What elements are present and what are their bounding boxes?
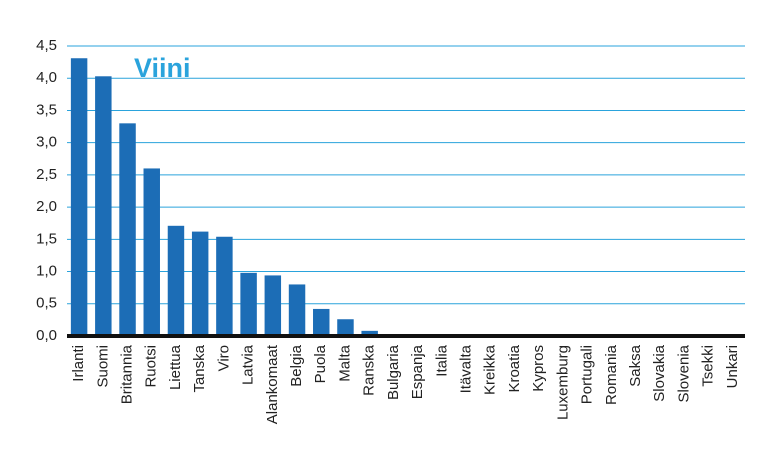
x-tick-label: Itävalta — [458, 344, 475, 393]
x-tick-label: Viro — [215, 345, 232, 371]
y-tick-label: 1,0 — [36, 263, 57, 280]
y-tick-label: 4,0 — [36, 69, 57, 86]
y-tick-label: 0,0 — [36, 327, 57, 344]
bar — [95, 76, 112, 337]
y-tick-label: 2,5 — [36, 166, 57, 183]
bar — [70, 58, 88, 336]
x-tick-label: Tsekki — [700, 345, 717, 387]
bar — [313, 308, 330, 336]
x-tick-label: Ranska — [361, 344, 378, 396]
x-tick-label: Slovenia — [675, 344, 692, 402]
x-tick-label: Portugali — [579, 345, 596, 404]
x-tick-label: Tanska — [191, 344, 208, 392]
x-tick-label: Slovakia — [651, 344, 668, 401]
bar — [361, 330, 378, 336]
x-tick-label: Irlanti — [70, 345, 87, 382]
x-tick-label: Latvia — [240, 344, 257, 385]
y-tick-label: 2,0 — [36, 198, 57, 215]
x-tick-label: Liettua — [167, 344, 184, 390]
x-tick-label: Espanja — [409, 344, 426, 399]
x-tick-label: Malta — [336, 344, 353, 381]
bar — [119, 123, 136, 336]
x-tick-label: Britannia — [119, 344, 136, 404]
chart-title: Viini — [134, 53, 191, 83]
bar — [167, 225, 185, 336]
x-tick-label: Kreikka — [482, 344, 499, 395]
x-tick-label: Suomi — [94, 345, 111, 388]
x-tick-label: Alankomaat — [264, 344, 281, 424]
x-tick-label: Puola — [312, 344, 329, 383]
x-tick-label: Kroatia — [506, 344, 523, 392]
x-tick-label: Luxemburg — [554, 345, 571, 420]
y-tick-label: 4,5 — [36, 37, 57, 54]
y-tick-label: 1,5 — [36, 230, 57, 247]
bar — [216, 236, 233, 336]
bar — [264, 275, 282, 336]
bar — [191, 231, 209, 336]
bar — [143, 168, 160, 336]
bar — [240, 272, 257, 336]
bar — [337, 319, 354, 336]
x-tick-label: Belgia — [288, 344, 305, 386]
y-tick-label: 3,5 — [36, 101, 57, 118]
y-tick-label: 3,0 — [36, 134, 57, 151]
x-tick-label: Unkari — [724, 345, 741, 388]
x-tick-label: Saksa — [627, 344, 644, 386]
x-tick-label: Bulgaria — [385, 344, 402, 400]
bar — [288, 284, 306, 336]
y-tick-label: 0,5 — [36, 295, 57, 312]
x-tick-label: Romania — [603, 344, 620, 405]
x-tick-label: Ruotsi — [143, 345, 160, 388]
x-tick-label: Kypros — [530, 345, 547, 392]
x-tick-label: Italia — [433, 344, 450, 376]
